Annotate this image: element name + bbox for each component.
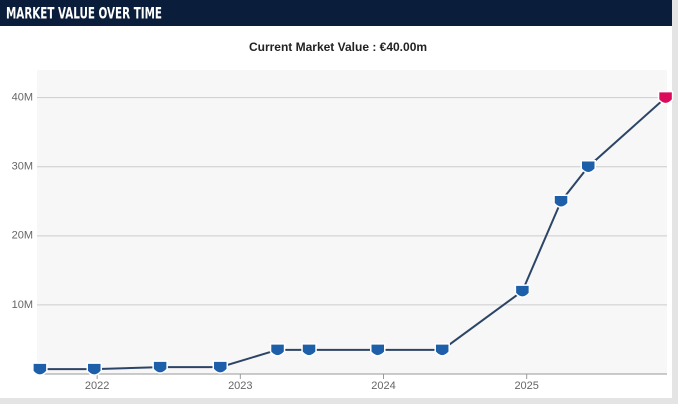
club-marker — [152, 360, 168, 374]
x-tick-label: 2025 — [514, 380, 538, 392]
club-marker — [86, 362, 103, 376]
club-marker — [301, 343, 317, 357]
y-tick-label: 20M — [12, 230, 33, 242]
y-tick-label: 30M — [12, 161, 33, 173]
club-marker — [553, 194, 569, 209]
chart-subtitle: Current Market Value : €40.00m — [249, 40, 427, 54]
club-marker — [657, 90, 674, 105]
club-marker — [32, 362, 48, 376]
header-bar — [0, 0, 672, 26]
x-tick-label: 2023 — [228, 380, 252, 392]
y-tick-label: 10M — [12, 299, 33, 311]
club-marker — [269, 343, 286, 357]
club-marker — [434, 343, 450, 357]
club-marker — [370, 343, 386, 357]
club-marker — [212, 360, 229, 374]
y-tick-label: 40M — [12, 92, 33, 104]
x-tick-label: 2022 — [85, 380, 109, 392]
bottom-border — [0, 398, 678, 404]
x-tick-label: 2024 — [371, 380, 395, 392]
club-marker — [514, 284, 531, 298]
side-border — [672, 0, 678, 404]
club-marker — [580, 159, 596, 174]
plot-area — [37, 70, 667, 374]
chart-title: MARKET VALUE OVER TIME — [6, 4, 162, 23]
